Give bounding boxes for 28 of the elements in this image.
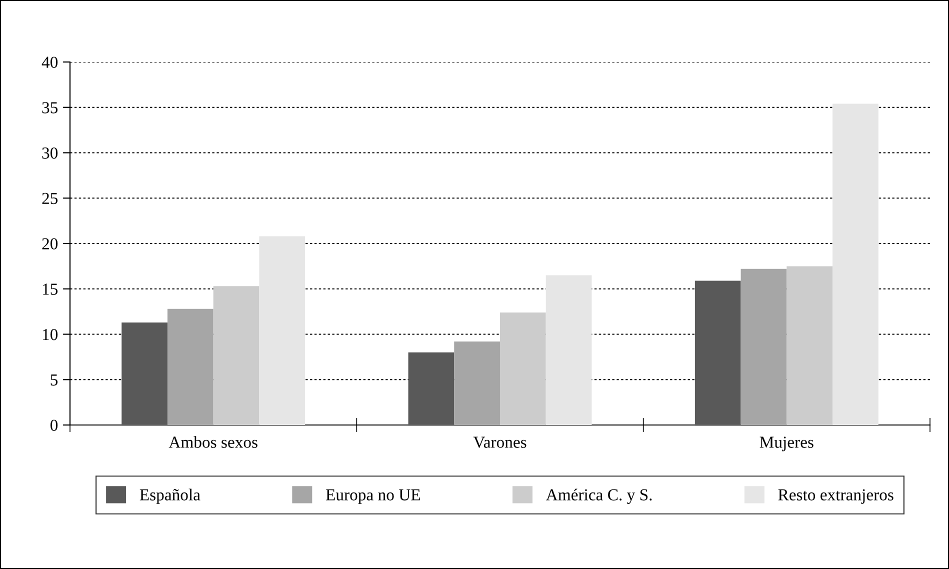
y-tick-label: 40: [42, 56, 58, 68]
x-tick-label: Mujeres: [760, 436, 814, 452]
bar: [122, 322, 168, 425]
bar: [832, 104, 878, 425]
bar: [259, 236, 306, 425]
bar: [167, 308, 214, 425]
y-tick-label: 30: [42, 147, 58, 159]
y-tick-label: 5: [50, 374, 58, 386]
legend-label: Española: [140, 488, 200, 504]
bar: [454, 342, 500, 425]
legend-label: Europa no UE: [326, 489, 420, 504]
bar: [213, 286, 260, 425]
bar: [786, 266, 833, 425]
bar: [408, 352, 454, 425]
bar: [740, 268, 787, 425]
legend-label: Resto extranjeros: [778, 489, 894, 504]
legend-label: América C. y S.: [546, 488, 652, 504]
x-tick-label: Varones: [473, 436, 526, 448]
y-tick-label: 15: [42, 284, 58, 295]
y-tick-label: 10: [42, 328, 58, 340]
bar: [694, 280, 741, 425]
y-tick-label: 20: [42, 238, 58, 250]
y-tick-label: 25: [42, 192, 58, 204]
bar: [500, 312, 546, 425]
bar: [546, 275, 592, 425]
x-tick-label: Ambos sexos: [168, 436, 258, 448]
y-tick-label: 35: [42, 102, 58, 114]
y-tick-label: 0: [50, 420, 58, 431]
